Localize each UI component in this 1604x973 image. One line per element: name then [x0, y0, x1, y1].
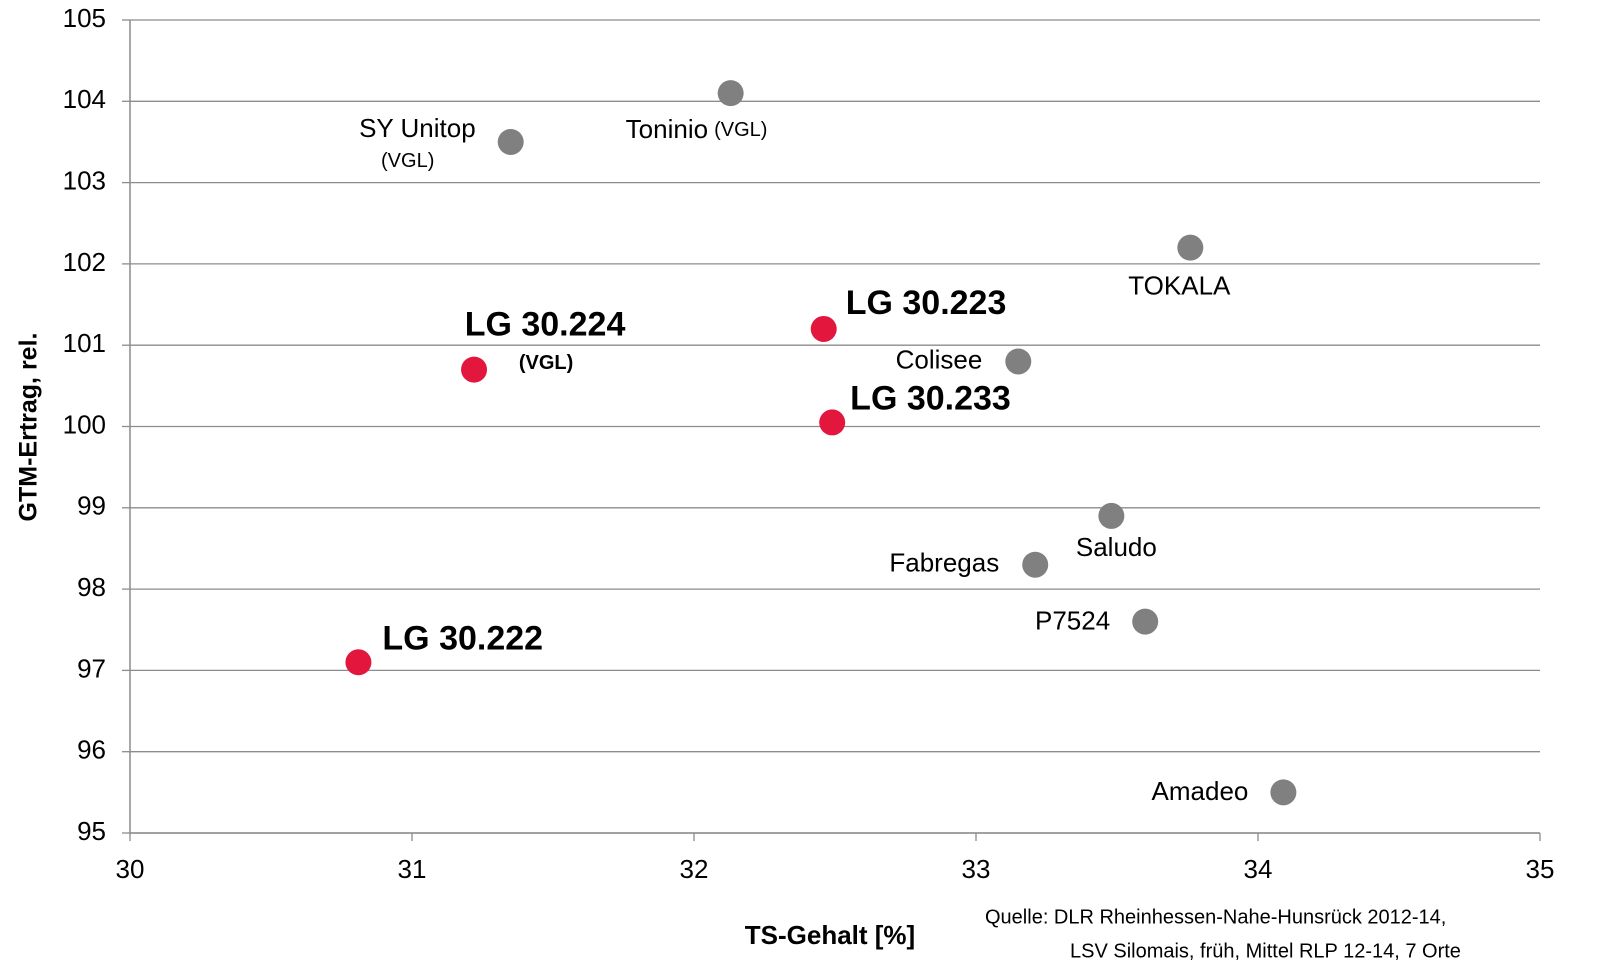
- point-label: Fabregas: [889, 548, 999, 578]
- point: [717, 80, 744, 107]
- y-tick-label: 101: [63, 328, 106, 358]
- point-label: Toninio (VGL): [626, 114, 768, 144]
- y-tick-label: 95: [77, 816, 106, 846]
- point: [819, 409, 846, 436]
- y-tick-label: 102: [63, 247, 106, 277]
- source-line: LSV Silomais, früh, Mittel RLP 12-14, 7 …: [1070, 940, 1461, 962]
- point-label: Colisee: [896, 344, 983, 374]
- x-axis-label: TS-Gehalt [%]: [745, 920, 915, 950]
- point: [1270, 779, 1297, 806]
- point-label: Saludo: [1076, 532, 1157, 562]
- point-label-note: (VGL): [714, 119, 767, 141]
- point-label: Amadeo: [1152, 776, 1249, 806]
- x-tick-label: 33: [962, 854, 991, 884]
- point-label-note: (VGL): [381, 150, 434, 172]
- source-line: Quelle: DLR Rheinhessen-Nahe-Hunsrück 20…: [985, 906, 1446, 928]
- x-tick-label: 32: [680, 854, 709, 884]
- point: [345, 649, 372, 676]
- point: [1177, 234, 1204, 261]
- point-label: LG 30.224: [465, 306, 626, 344]
- point-label: P7524: [1035, 605, 1110, 635]
- point-label: LG 30.222: [382, 619, 543, 657]
- point: [1022, 551, 1049, 578]
- y-tick-label: 99: [77, 491, 106, 521]
- point-label: TOKALA: [1128, 271, 1231, 301]
- y-tick-label: 105: [63, 3, 106, 33]
- point-label: LG 30.233: [850, 379, 1011, 417]
- point-label-note: (VGL): [519, 352, 573, 374]
- point: [497, 128, 524, 155]
- x-tick-label: 34: [1244, 854, 1273, 884]
- x-tick-label: 30: [116, 854, 145, 884]
- y-tick-label: 104: [63, 84, 106, 114]
- point-label: LG 30.223: [846, 284, 1007, 322]
- y-tick-label: 97: [77, 653, 106, 683]
- y-axis-label: GTM-Ertrag, rel.: [15, 333, 43, 522]
- point: [1132, 608, 1159, 635]
- point: [461, 356, 488, 383]
- y-tick-label: 103: [63, 165, 106, 195]
- point-label-name: Toninio: [626, 114, 708, 144]
- point: [1098, 502, 1125, 529]
- y-tick-label: 98: [77, 572, 106, 602]
- y-tick-label: 96: [77, 735, 106, 765]
- point: [1005, 348, 1032, 375]
- x-tick-label: 31: [398, 854, 427, 884]
- point: [810, 315, 837, 342]
- point-label: SY Unitop: [359, 113, 476, 143]
- y-tick-label: 100: [63, 409, 106, 439]
- x-tick-label: 35: [1526, 854, 1555, 884]
